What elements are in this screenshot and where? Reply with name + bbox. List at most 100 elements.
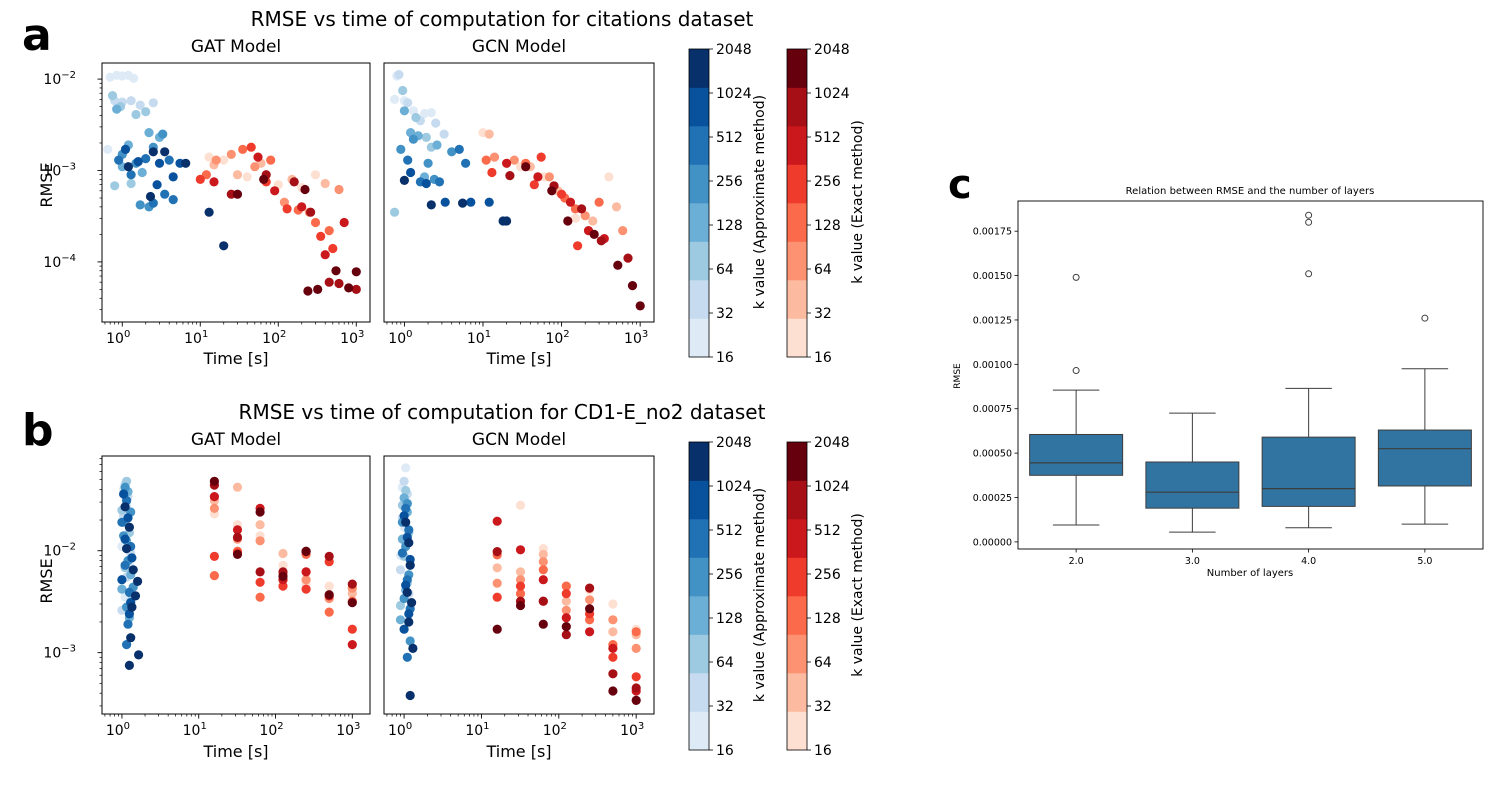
scatter-point-approx-128 — [399, 106, 409, 116]
scatter-point-approx-2048 — [127, 602, 137, 612]
scatter-point-exact-2048 — [232, 549, 243, 560]
colorbar-tick-label: 128 — [814, 218, 841, 234]
scatter-point-exact-32 — [608, 627, 618, 637]
scatter-point-exact-2048 — [608, 686, 618, 696]
scatter-point-approx-512 — [402, 652, 412, 662]
y-tick-label: 0.00175 — [973, 227, 1012, 238]
scatter-point-approx-2048 — [122, 544, 132, 554]
scatter-point-exact-2048 — [589, 229, 599, 239]
scatter-point-approx-1024 — [123, 513, 133, 523]
colorbar-tick-label: 16 — [716, 350, 734, 366]
scatter-point-approx-1024 — [484, 197, 494, 207]
scatter-point-exact-64 — [618, 226, 628, 236]
scatter-point-exact-512 — [565, 197, 576, 207]
scatter-point-exact-256 — [301, 584, 311, 594]
scatter-point-exact-2048 — [613, 260, 623, 270]
scatter-panel-b-gat: GAT Model RMSE Time [s] 100 101 102 103 10−3… — [37, 430, 371, 761]
scatter-point-exact-64 — [561, 605, 571, 615]
scatter-point-approx-2048 — [502, 216, 512, 226]
scatter-panel-a-gcn: GCN Model Time [s] 100 101 102 103 — [383, 37, 655, 368]
x-axis-label: Time [s] — [202, 742, 268, 761]
x-axis-label: Time [s] — [485, 742, 551, 761]
scatter-point-exact-128 — [515, 589, 526, 599]
scatter-point-approx-512 — [123, 619, 133, 629]
scatter-point-exact-2048 — [232, 189, 243, 199]
panel-label-c: c — [948, 162, 972, 208]
colorbar-tick-label: 256 — [814, 567, 841, 583]
axes-frame — [383, 455, 655, 715]
scatter-point-exact-512 — [253, 152, 263, 162]
scatter-point-approx-16 — [419, 108, 430, 119]
colorbar-tick-label: 2048 — [716, 435, 752, 451]
box-outlier — [1305, 270, 1313, 278]
colorbar-tick-label: 512 — [716, 130, 743, 146]
scatter-point-approx-512 — [126, 170, 136, 180]
scatter-point-approx-2048 — [401, 517, 411, 527]
scatter-point-approx-2048 — [130, 591, 141, 601]
y-tick-label: 0.00125 — [973, 315, 1012, 326]
x-tick-label: 100 — [106, 721, 130, 739]
scatter-point-exact-128 — [538, 565, 548, 575]
y-tick-label: 10−2 — [43, 70, 76, 88]
boxplot-title: Relation between RMSE and the number of … — [1126, 186, 1375, 197]
colorbar-tick-label: 256 — [716, 567, 743, 583]
colorbar-segment — [787, 318, 807, 358]
scatter-point-exact-256 — [195, 174, 205, 184]
colorbar-segment — [787, 557, 807, 597]
scatter-point-approx-1024 — [152, 180, 162, 190]
colorbar-tick-label: 16 — [716, 743, 734, 759]
suptitle-a: RMSE vs time of computation for citation… — [251, 7, 754, 31]
x-tick-label: 3.0 — [1185, 556, 1200, 567]
colorbar-tick-label: 64 — [716, 655, 734, 671]
scatter-point-exact-64 — [515, 575, 526, 585]
scatter-point-approx-512 — [401, 503, 411, 513]
scatter-point-approx-2048 — [408, 643, 418, 654]
scatter-point-exact-512 — [561, 613, 571, 623]
scatter-point-approx-1024 — [168, 172, 178, 182]
scatter-point-approx-1024 — [119, 489, 129, 499]
scatter-point-approx-1024 — [127, 553, 137, 563]
scatter-point-approx-16 — [103, 144, 113, 154]
scatter-point-approx-128 — [432, 140, 442, 150]
scatter-point-exact-1024 — [232, 532, 243, 543]
scatter-point-approx-256 — [405, 636, 415, 646]
scatter-point-approx-512 — [403, 155, 413, 165]
scatter-point-exact-16 — [278, 560, 288, 570]
scatter-point-approx-16 — [401, 463, 411, 473]
scatter-point-exact-256 — [515, 581, 526, 591]
scatter-point-exact-2048 — [347, 598, 357, 608]
scatter-point-exact-256 — [246, 142, 256, 152]
colorbar-tick-label: 2048 — [814, 435, 850, 451]
colorbar-segment — [689, 280, 709, 319]
colorbar-label: k value (Exact method) — [850, 120, 866, 284]
scatter-point-exact-512 — [297, 202, 307, 212]
x-tick-label: 101 — [184, 329, 208, 347]
panel-label-a: a — [22, 10, 52, 61]
scatter-point-approx-64 — [141, 107, 151, 117]
scatter-point-approx-64 — [126, 178, 136, 189]
scatter-point-exact-2048 — [255, 507, 265, 517]
scatter-point-approx-512 — [461, 158, 471, 168]
x-tick-label: 103 — [336, 721, 360, 739]
scatter-point-approx-512 — [122, 640, 132, 650]
scatter-point-approx-1024 — [120, 144, 131, 154]
scatter-point-exact-512 — [492, 516, 502, 526]
colorbar-tick-label: 64 — [716, 262, 734, 278]
x-tick-label: 100 — [106, 329, 130, 347]
box-iqr — [1377, 429, 1472, 487]
box-outlier — [1305, 211, 1313, 219]
scatter-point-approx-2048 — [126, 633, 136, 643]
colorbar-segment — [689, 480, 709, 520]
colorbar-label: k value (Approximate method) — [752, 488, 768, 702]
y-tick-label: 0.00150 — [973, 271, 1012, 282]
scatter-point-approx-512 — [168, 195, 178, 205]
scatter-point-approx-64 — [395, 600, 406, 611]
scatter-point-exact-2048 — [521, 162, 531, 172]
x-tick-label: 4.0 — [1301, 556, 1316, 567]
scatter-point-approx-2048 — [128, 565, 138, 575]
scatter-point-approx-2048 — [160, 147, 170, 157]
subplot-title: GCN Model — [472, 430, 566, 450]
scatter-point-exact-1024 — [324, 277, 334, 287]
axes-frame — [1017, 200, 1484, 550]
